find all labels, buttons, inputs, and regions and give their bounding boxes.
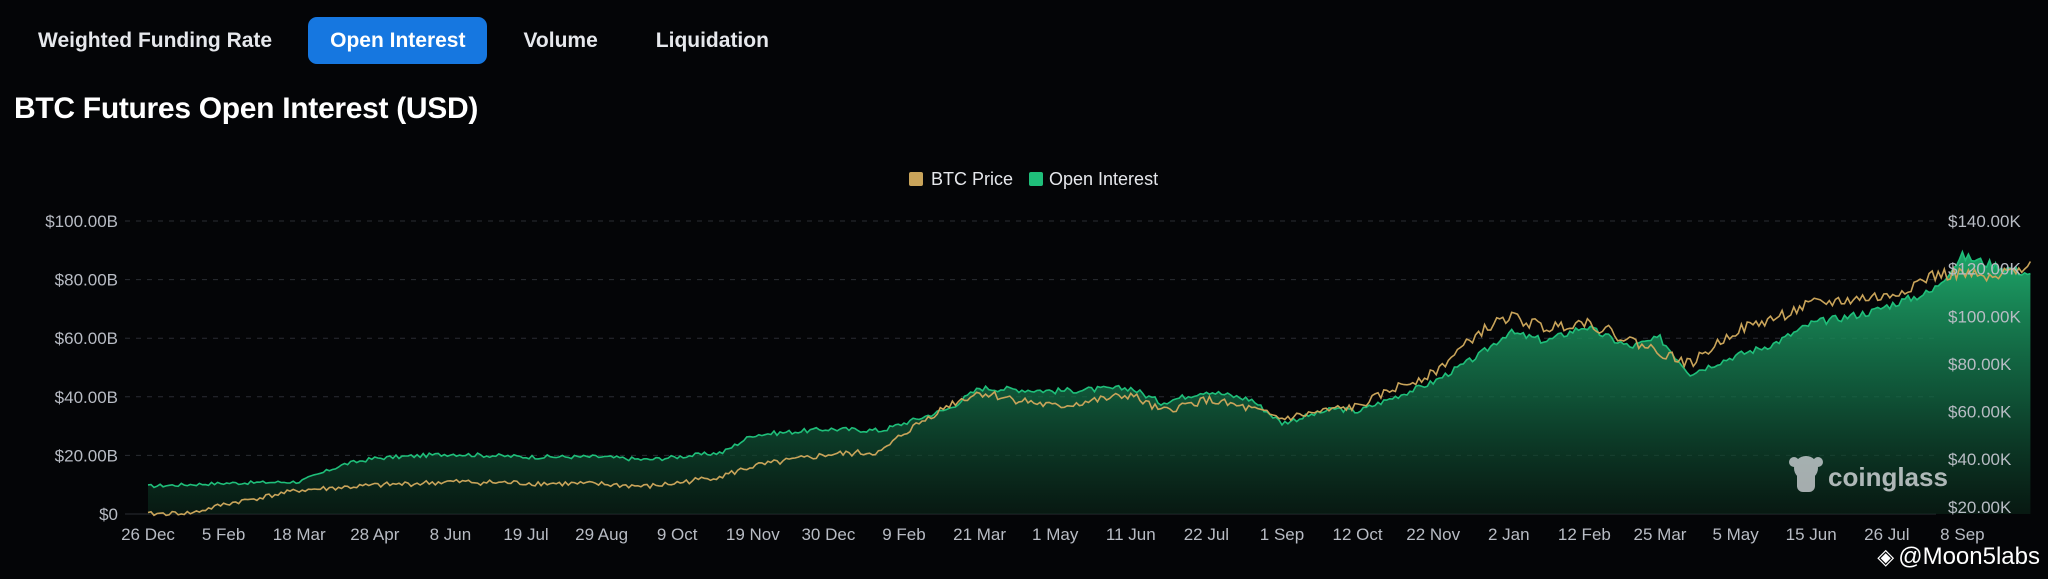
tab-weighted-funding-rate[interactable]: Weighted Funding Rate: [38, 29, 273, 52]
x-tick-label: 15 Jun: [1786, 525, 1837, 544]
x-axis: 26 Dec 5 Feb 18 Mar 28 Apr 8 Jun 19 Jul 29 Aug…: [121, 525, 1985, 544]
x-tick-label: 2 Jan: [1488, 525, 1530, 544]
x-tick-label: 1 May: [1032, 525, 1079, 544]
legend-swatch-btc-price: [909, 172, 923, 186]
left-y-tick-label: $60.00B: [55, 329, 118, 348]
tab-volume[interactable]: Volume: [523, 29, 598, 52]
x-tick-label: 9 Feb: [882, 525, 925, 544]
area-layer: [148, 251, 2031, 515]
x-tick-label: 25 Mar: [1634, 525, 1687, 544]
credit-badge: ◈ @Moon5labs: [1877, 543, 2040, 571]
right-y-tick-label: $20.00K: [1948, 498, 2012, 517]
x-tick-label: 8 Sep: [1940, 525, 1984, 544]
left-y-axis: $0 $20.00B $40.00B $60.00B $80.00B $100.00B: [45, 212, 118, 524]
left-y-tick-label: $0: [99, 505, 118, 524]
right-y-tick-label: $60.00K: [1948, 403, 2012, 422]
open-interest-area: [148, 251, 2031, 515]
x-tick-label: 29 Aug: [575, 525, 628, 544]
left-y-tick-label: $80.00B: [55, 271, 118, 290]
legend-swatch-open-interest: [1029, 172, 1043, 186]
legend: BTC Price Open Interest: [909, 169, 1158, 189]
coinglass-wordmark: coinglass: [1828, 462, 1948, 492]
x-tick-label: 30 Dec: [801, 525, 855, 544]
x-tick-label: 1 Sep: [1260, 525, 1304, 544]
coinglass-logo-icon: [1789, 456, 1823, 492]
line-layer: [147, 249, 2032, 517]
x-tick-label: 26 Jul: [1864, 525, 1909, 544]
open-interest-line: [147, 249, 2031, 489]
credit-text: @Moon5labs: [1898, 543, 2040, 570]
right-y-tick-label: $80.00K: [1948, 355, 2012, 374]
x-tick-label: 21 Mar: [953, 525, 1006, 544]
right-y-tick-label: $120.00K: [1948, 260, 2021, 279]
legend-item-btc-price[interactable]: BTC Price: [909, 169, 1013, 189]
x-tick-label: 5 Feb: [202, 525, 245, 544]
x-tick-label: 22 Nov: [1406, 525, 1460, 544]
x-tick-label: 22 Jul: [1184, 525, 1229, 544]
x-tick-label: 8 Jun: [430, 525, 472, 544]
x-tick-label: 5 May: [1712, 525, 1759, 544]
legend-label-open-interest: Open Interest: [1049, 169, 1158, 189]
tab-bar: Weighted Funding Rate Open Interest Volu…: [16, 17, 805, 64]
x-tick-label: 28 Apr: [350, 525, 399, 544]
right-y-tick-label: $140.00K: [1948, 212, 2021, 231]
x-tick-label: 9 Oct: [657, 525, 698, 544]
right-y-tick-label: $40.00K: [1948, 450, 2012, 469]
x-tick-label: 19 Nov: [726, 525, 780, 544]
chart-title: BTC Futures Open Interest (USD): [14, 92, 479, 125]
legend-label-btc-price: BTC Price: [931, 169, 1013, 189]
x-tick-label: 18 Mar: [273, 525, 326, 544]
left-y-tick-label: $40.00B: [55, 388, 118, 407]
left-y-tick-label: $20.00B: [55, 446, 118, 465]
legend-item-open-interest[interactable]: Open Interest: [1029, 169, 1158, 189]
x-tick-label: 12 Feb: [1558, 525, 1611, 544]
right-y-axis: $20.00K $40.00K $60.00K $80.00K $100.00K $120…: [1948, 212, 2021, 517]
right-y-tick-label: $100.00K: [1948, 307, 2021, 326]
x-tick-label: 26 Dec: [121, 525, 175, 544]
left-y-tick-label: $100.00B: [45, 212, 118, 231]
tab-open-interest[interactable]: Open Interest: [308, 17, 488, 64]
btc-price-line: [147, 261, 2032, 517]
diamond-icon: ◈: [1877, 544, 1895, 569]
x-tick-label: 11 Jun: [1106, 525, 1156, 544]
tab-liquidation[interactable]: Liquidation: [655, 29, 769, 52]
x-tick-label: 19 Jul: [503, 525, 548, 544]
x-tick-label: 12 Oct: [1333, 525, 1383, 544]
coinglass-watermark: coinglass: [1789, 456, 1948, 492]
